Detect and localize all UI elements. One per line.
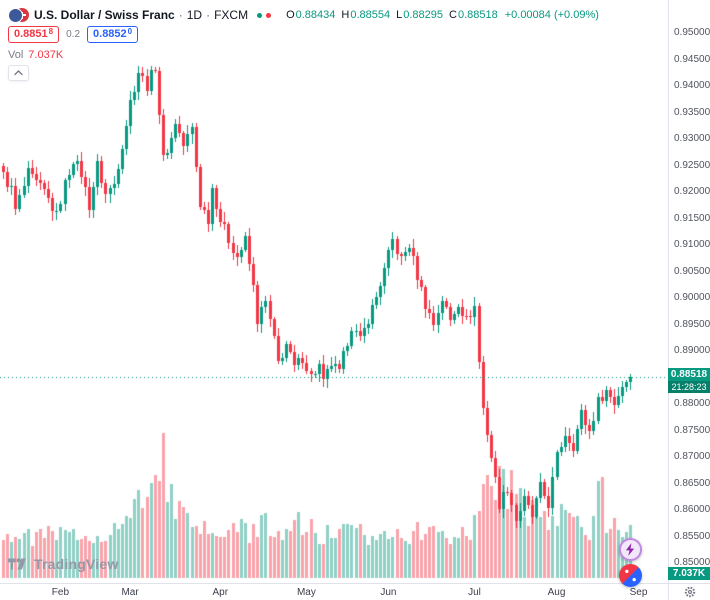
price-tick-label: 0.87000 xyxy=(674,451,710,462)
lightning-boost-button[interactable] xyxy=(619,538,642,561)
time-tick-label: Jun xyxy=(380,587,397,598)
price-tick-label: 0.91000 xyxy=(674,239,710,250)
separator-dot: · xyxy=(178,8,183,22)
bid-value: 0.8851 xyxy=(14,28,48,40)
tradingview-logo[interactable]: TradingView xyxy=(8,556,118,572)
settings-gear-icon[interactable] xyxy=(684,586,696,598)
price-tick-label: 0.95000 xyxy=(674,27,710,38)
time-tick-label: Aug xyxy=(547,587,566,598)
price-tick-label: 0.89500 xyxy=(674,318,710,330)
volume-label: Vol xyxy=(8,49,24,61)
price-tick-label: 0.93500 xyxy=(674,106,710,118)
ask-fractional-digit: 0 xyxy=(127,27,133,36)
ohlc-readout: O0.88434 H0.88554 L0.88295 C0.88518 xyxy=(280,9,498,21)
ask-value: 0.8852 xyxy=(93,28,127,40)
price-tick-label: 0.85500 xyxy=(674,530,710,542)
price-tick-label: 0.93000 xyxy=(674,133,710,144)
price-tick-label: 0.88000 xyxy=(674,398,710,409)
high-value: 0.88554 xyxy=(350,9,391,21)
change-value: +0.00084 (+0.09%) xyxy=(504,9,599,21)
exchange-label[interactable]: FXCM xyxy=(214,8,249,22)
ask-price-button[interactable]: 0.8852 0 xyxy=(87,26,139,43)
time-tick-label: Feb xyxy=(51,587,70,598)
open-value: 0.88434 xyxy=(295,9,336,21)
close-label: C xyxy=(449,9,457,21)
low-label: L xyxy=(396,9,403,21)
price-tick-label: 0.94500 xyxy=(674,53,710,65)
alert-dot xyxy=(266,12,272,18)
tradingview-mark-icon xyxy=(8,556,28,572)
sentiment-faces-icon xyxy=(619,564,642,587)
price-tick-label: 0.85000 xyxy=(674,557,710,568)
open-label: O xyxy=(286,9,295,21)
axis-corner xyxy=(668,583,710,600)
volume-value: 7.037K xyxy=(28,49,64,61)
volume-legend[interactable]: Vol 7.037K xyxy=(8,49,63,61)
market-status-dot xyxy=(257,12,263,18)
low-value: 0.88295 xyxy=(403,9,443,21)
timeframe-label[interactable]: 1D xyxy=(186,8,203,22)
legend-collapse-button[interactable] xyxy=(8,65,29,81)
time-tick-label: Jul xyxy=(468,587,481,598)
high-label: H xyxy=(341,9,350,21)
tradingview-wordmark: TradingView xyxy=(34,556,119,572)
price-tick-label: 0.90500 xyxy=(674,265,710,277)
price-tick-label: 0.89000 xyxy=(674,345,710,356)
close-value: 0.88518 xyxy=(457,9,498,21)
time-axis[interactable]: Feb Mar Apr May Jun Jul Aug Sep xyxy=(0,583,710,600)
price-tick-label: 0.87500 xyxy=(674,424,710,436)
volume-axis-badge: 7.037K xyxy=(668,567,710,580)
time-tick-label: Sep xyxy=(629,587,648,598)
symbol-legend: U.S. Dollar / Swiss Franc · 1D · FXCM O0… xyxy=(8,6,599,24)
separator-dot: · xyxy=(206,8,211,22)
time-tick-label: Apr xyxy=(212,587,229,598)
us-dollar-flag-icon xyxy=(8,8,23,23)
chevron-up-icon xyxy=(14,70,23,76)
price-tick-label: 0.92000 xyxy=(674,186,710,197)
price-tick-label: 0.91500 xyxy=(674,212,710,224)
price-tick-label: 0.94000 xyxy=(674,80,710,91)
lightning-bolt-icon xyxy=(625,543,636,556)
price-tick-label: 0.92500 xyxy=(674,159,710,171)
price-axis[interactable]: 0.95000 0.94500 0.94000 0.93500 0.93000 0.925… xyxy=(668,0,710,583)
price-tick-label: 0.86500 xyxy=(674,477,710,489)
time-tick-label: Mar xyxy=(121,587,139,598)
bar-countdown: 21:28:23 xyxy=(668,381,710,393)
time-tick-label: May xyxy=(296,587,316,598)
last-price-badge: 0.88518 21:28:23 xyxy=(668,368,710,393)
symbol-pair-logo xyxy=(8,7,29,23)
bid-price-button[interactable]: 0.8851 8 xyxy=(8,26,60,43)
symbol-title[interactable]: U.S. Dollar / Swiss Franc xyxy=(34,8,175,22)
emoji-sentiment-button[interactable] xyxy=(619,564,642,587)
last-price-value: 0.88518 xyxy=(668,368,710,381)
price-tick-label: 0.90000 xyxy=(674,292,710,303)
bid-fractional-digit: 8 xyxy=(48,27,54,36)
spread-value: 0.2 xyxy=(66,29,81,40)
candlestick-chart-canvas[interactable] xyxy=(0,0,668,583)
price-tick-label: 0.86000 xyxy=(674,504,710,515)
bid-ask-row: 0.8851 8 0.2 0.8852 0 xyxy=(8,26,139,43)
